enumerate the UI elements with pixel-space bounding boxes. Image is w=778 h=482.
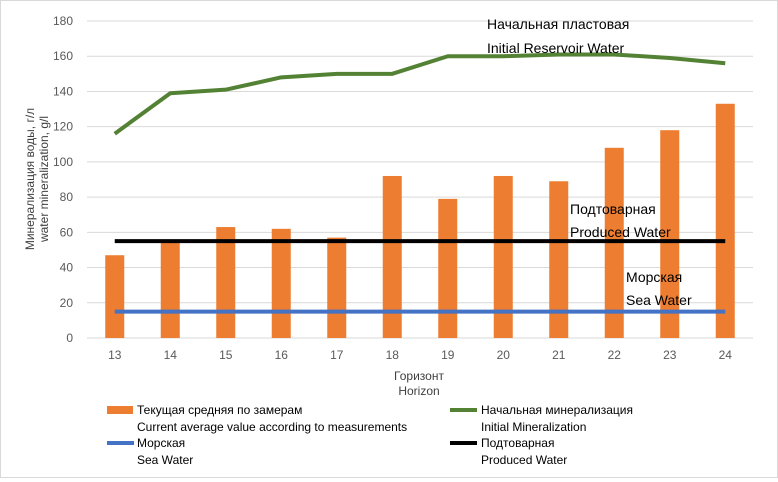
bar-17 bbox=[327, 237, 347, 338]
bar-20 bbox=[493, 175, 513, 338]
x-tick-23: 23 bbox=[663, 348, 677, 362]
legend-bar-label-ru: Текущая средняя по замерам bbox=[137, 403, 302, 417]
annotation-sea-ru: Морская bbox=[626, 269, 682, 285]
bar-23 bbox=[660, 130, 680, 338]
x-axis-label-en: Horizon bbox=[398, 384, 439, 398]
y-tick-20: 20 bbox=[60, 296, 74, 310]
x-tick-14: 14 bbox=[164, 348, 178, 362]
y-tick-labels: 0 20 40 60 80 100 120 140 160 180 bbox=[53, 14, 73, 345]
bar-24 bbox=[715, 103, 735, 339]
legend-produced-label-ru: Подтоварная bbox=[481, 436, 554, 450]
annotation-produced-en: Produced Water bbox=[570, 224, 671, 240]
line-series bbox=[113, 52, 726, 314]
bar-14 bbox=[160, 241, 180, 338]
x-tick-20: 20 bbox=[497, 348, 511, 362]
y-tick-140: 140 bbox=[53, 84, 73, 98]
y-axis-label: Минерализация воды, г/л bbox=[23, 108, 37, 250]
x-tick-labels: 13 14 15 16 17 18 19 20 21 22 23 24 bbox=[108, 348, 732, 362]
bar-21 bbox=[549, 181, 569, 338]
bar-15 bbox=[216, 227, 236, 338]
legend-produced-label-en: Produced Water bbox=[481, 453, 567, 467]
y-tick-80: 80 bbox=[60, 190, 74, 204]
annotation-sea-en: Sea Water bbox=[626, 292, 692, 308]
y-axis-label-en: water mineralization, g/l bbox=[37, 116, 51, 243]
legend-swatch-bar bbox=[107, 406, 133, 414]
annotation-initial-ru: Начальная пластовая bbox=[487, 16, 629, 32]
y-tick-120: 120 bbox=[53, 120, 73, 134]
y-tick-60: 60 bbox=[60, 225, 74, 239]
legend: Текущая средняя по замерам Current avera… bbox=[107, 403, 633, 467]
y-tick-0: 0 bbox=[66, 331, 73, 345]
legend-initial-label-ru: Начальная минерализация bbox=[481, 403, 633, 417]
x-axis-label: Горизонт bbox=[394, 369, 444, 383]
series-line-initial-mineralization bbox=[113, 52, 726, 136]
annotation-initial-en: Initial Reservoir Water bbox=[487, 40, 625, 56]
x-tick-19: 19 bbox=[441, 348, 455, 362]
bar-series bbox=[105, 103, 735, 339]
bar-13 bbox=[105, 255, 125, 338]
bar-19 bbox=[438, 198, 458, 338]
x-tick-16: 16 bbox=[275, 348, 289, 362]
y-tick-160: 160 bbox=[53, 49, 73, 63]
x-tick-13: 13 bbox=[108, 348, 122, 362]
x-tick-21: 21 bbox=[552, 348, 566, 362]
legend-sea-label-en: Sea Water bbox=[137, 453, 193, 467]
x-tick-18: 18 bbox=[386, 348, 400, 362]
y-tick-180: 180 bbox=[53, 14, 73, 28]
x-tick-17: 17 bbox=[330, 348, 344, 362]
x-tick-24: 24 bbox=[719, 348, 733, 362]
annotation-produced-ru: Подтоварная bbox=[570, 201, 656, 217]
bar-16 bbox=[271, 228, 291, 338]
y-tick-100: 100 bbox=[53, 155, 73, 169]
gridlines bbox=[87, 20, 753, 339]
legend-sea-label-ru: Морская bbox=[137, 436, 185, 450]
x-tick-22: 22 bbox=[608, 348, 622, 362]
bar-18 bbox=[382, 175, 402, 338]
legend-initial-label-en: Initial Mineralization bbox=[481, 420, 586, 434]
legend-bar-label-en: Current average value according to measu… bbox=[137, 420, 407, 434]
x-tick-15: 15 bbox=[219, 348, 233, 362]
y-tick-40: 40 bbox=[60, 261, 74, 275]
